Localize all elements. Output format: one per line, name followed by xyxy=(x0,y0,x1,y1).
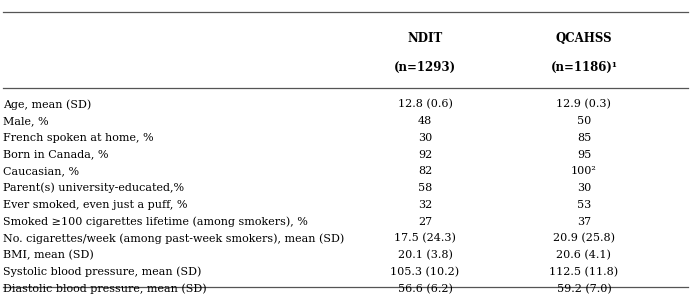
Text: 30: 30 xyxy=(577,183,591,193)
Text: 32: 32 xyxy=(418,200,432,210)
Text: 112.5 (11.8): 112.5 (11.8) xyxy=(549,267,618,277)
Text: Born in Canada, %: Born in Canada, % xyxy=(3,150,109,160)
Text: Smoked ≥100 cigarettes lifetime (among smokers), %: Smoked ≥100 cigarettes lifetime (among s… xyxy=(3,216,308,227)
Text: 92: 92 xyxy=(418,150,432,160)
Text: Age, mean (SD): Age, mean (SD) xyxy=(3,99,92,110)
Text: Systolic blood pressure, mean (SD): Systolic blood pressure, mean (SD) xyxy=(3,267,202,277)
Text: (n=1293): (n=1293) xyxy=(394,61,456,74)
Text: 20.6 (4.1): 20.6 (4.1) xyxy=(556,250,612,260)
Text: Ever smoked, even just a puff, %: Ever smoked, even just a puff, % xyxy=(3,200,188,210)
Text: 37: 37 xyxy=(577,217,591,227)
Text: Parent(s) university-educated,%: Parent(s) university-educated,% xyxy=(3,183,184,193)
Text: 20.1 (3.8): 20.1 (3.8) xyxy=(397,250,453,260)
Text: 95: 95 xyxy=(577,150,591,160)
Text: 12.9 (0.3): 12.9 (0.3) xyxy=(556,99,612,110)
Text: 30: 30 xyxy=(418,133,432,143)
Text: 85: 85 xyxy=(577,133,591,143)
Text: 53: 53 xyxy=(577,200,591,210)
Text: BMI, mean (SD): BMI, mean (SD) xyxy=(3,250,94,260)
Text: Male, %: Male, % xyxy=(3,116,49,126)
Text: 27: 27 xyxy=(418,217,432,227)
Text: NDIT: NDIT xyxy=(407,32,443,45)
Text: 48: 48 xyxy=(418,116,432,126)
Text: French spoken at home, %: French spoken at home, % xyxy=(3,133,154,143)
Text: 12.8 (0.6): 12.8 (0.6) xyxy=(397,99,453,110)
Text: 17.5 (24.3): 17.5 (24.3) xyxy=(394,233,456,244)
Text: 20.9 (25.8): 20.9 (25.8) xyxy=(553,233,615,244)
Text: Caucasian, %: Caucasian, % xyxy=(3,166,79,176)
Text: 50: 50 xyxy=(577,116,591,126)
Text: 82: 82 xyxy=(418,166,432,176)
Text: QCAHSS: QCAHSS xyxy=(556,32,612,45)
Text: 56.6 (6.2): 56.6 (6.2) xyxy=(397,283,453,294)
Text: No. cigarettes/week (among past-week smokers), mean (SD): No. cigarettes/week (among past-week smo… xyxy=(3,233,345,244)
Text: 105.3 (10.2): 105.3 (10.2) xyxy=(390,267,460,277)
Text: 100²: 100² xyxy=(571,166,597,176)
Text: 58: 58 xyxy=(418,183,432,193)
Text: Diastolic blood pressure, mean (SD): Diastolic blood pressure, mean (SD) xyxy=(3,283,207,294)
Text: 59.2 (7.0): 59.2 (7.0) xyxy=(556,283,612,294)
Text: (n=1186)¹: (n=1186)¹ xyxy=(551,61,617,74)
